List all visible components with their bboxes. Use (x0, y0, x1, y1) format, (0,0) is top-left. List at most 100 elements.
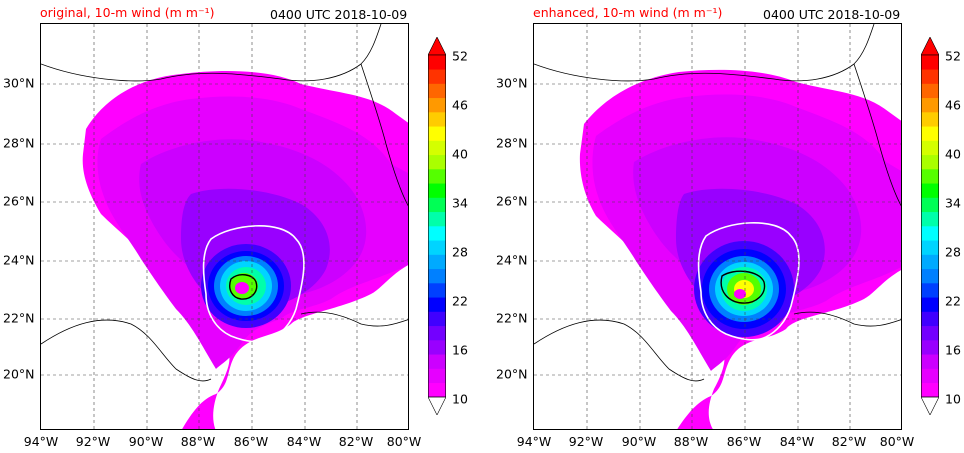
wind-map (533, 23, 902, 430)
colorbar-swatch (428, 140, 446, 156)
colorbar-tick-label: 34 (945, 195, 961, 211)
lat-tick-label: 24°N (496, 252, 528, 268)
colorbar-swatch (428, 382, 446, 398)
colorbar-swatch (428, 254, 446, 270)
panel-original: original, 10-m wind (m m⁻¹) 0400 UTC 201… (3, 5, 468, 449)
colorbar-swatch (428, 240, 446, 255)
lon-tick-label: 92°W (568, 434, 604, 449)
colorbar-swatch (921, 226, 939, 241)
colorbar-swatch (921, 69, 939, 84)
colorbar-tick-label: 40 (945, 146, 961, 162)
lon-tick-label: 84°W (286, 434, 322, 449)
wind-field (534, 24, 901, 429)
lat-tick-label: 20°N (3, 366, 35, 382)
colorbar-swatch (921, 126, 939, 141)
colorbar-swatch (921, 211, 939, 227)
colorbar-frame (428, 54, 446, 398)
colorbar-swatch (428, 297, 446, 312)
lat-tick-label: 30°N (496, 75, 528, 91)
colorbar-swatch (921, 325, 939, 341)
colorbar (427, 36, 447, 416)
colorbar-tick-label: 46 (452, 97, 468, 113)
colorbar-tick-label: 16 (452, 342, 468, 358)
colorbar-swatch (921, 97, 939, 113)
colorbar-tick-label: 10 (945, 391, 961, 407)
lon-tick-label: 94°W (516, 434, 552, 449)
colorbar (920, 36, 940, 416)
colorbar-swatch (428, 83, 446, 99)
lat-tick-label: 26°N (3, 193, 35, 209)
colorbar-extend-max (920, 36, 940, 56)
lat-tick-label: 26°N (496, 193, 528, 209)
colorbar-swatch (921, 183, 939, 198)
colorbar-swatch (921, 311, 939, 327)
colorbar-swatch (921, 340, 939, 355)
colorbar-swatch (921, 154, 939, 170)
colorbar-swatch (428, 55, 446, 70)
colorbar-swatch (921, 169, 939, 184)
colorbar-tick-label: 22 (452, 293, 468, 309)
lon-tick-label: 80°W (879, 434, 915, 449)
colorbar-swatch (921, 283, 939, 298)
colorbar-swatch (921, 254, 939, 270)
colorbar-tick-label: 28 (452, 244, 468, 260)
colorbar-tick-label: 10 (452, 391, 468, 407)
colorbar-swatch (428, 354, 446, 369)
lon-tick-label: 86°W (726, 434, 762, 449)
panel-title: original, 10-m wind (m m⁻¹) (40, 5, 215, 20)
colorbar-tick-label: 28 (945, 244, 961, 260)
colorbar-swatch (428, 268, 446, 284)
colorbar-extend-min (920, 396, 940, 416)
panel-title: enhanced, 10-m wind (m m⁻¹) (533, 5, 723, 20)
colorbar-tick-label: 40 (452, 146, 468, 162)
lon-tick-label: 88°W (180, 434, 216, 449)
lat-tick-label: 30°N (3, 75, 35, 91)
colorbar-swatch (428, 226, 446, 241)
colorbar-frame (921, 54, 939, 398)
lon-tick-label: 82°W (831, 434, 867, 449)
colorbar-swatch (921, 140, 939, 156)
lon-tick-label: 84°W (779, 434, 815, 449)
colorbar-swatch (921, 354, 939, 369)
colorbar-swatch (428, 368, 446, 384)
colorbar-tick-label: 22 (945, 293, 961, 309)
wind-field (41, 24, 408, 429)
colorbar-swatch (921, 297, 939, 312)
colorbar-swatch (921, 382, 939, 398)
colorbar-tick-label: 46 (945, 97, 961, 113)
lat-tick-label: 24°N (3, 252, 35, 268)
colorbar-tick-label: 34 (452, 195, 468, 211)
lon-tick-label: 88°W (673, 434, 709, 449)
colorbar-swatch (428, 69, 446, 84)
colorbar-swatch (428, 169, 446, 184)
colorbar-swatch (428, 183, 446, 198)
colorbar-swatch (428, 283, 446, 298)
colorbar-swatch (428, 126, 446, 141)
wind-map (40, 23, 409, 430)
colorbar-swatches (427, 36, 447, 416)
colorbar-tick-label: 52 (945, 48, 961, 64)
colorbar-swatch (921, 55, 939, 70)
lat-tick-label: 22°N (496, 310, 528, 326)
lat-tick-label: 20°N (496, 366, 528, 382)
colorbar-swatch (428, 97, 446, 113)
colorbar-swatch (428, 211, 446, 227)
colorbar-swatch (428, 325, 446, 341)
colorbar-swatch (921, 83, 939, 99)
colorbar-tick-label: 16 (945, 342, 961, 358)
lat-tick-label: 28°N (496, 135, 528, 151)
panel-timestamp: 0400 UTC 2018-10-09 (270, 7, 408, 22)
colorbar-swatch (921, 112, 939, 127)
colorbar-swatch (428, 154, 446, 170)
panel-enhanced: enhanced, 10-m wind (m m⁻¹) 0400 UTC 201… (493, 0, 964, 453)
lat-tick-label: 28°N (3, 135, 35, 151)
lon-tick-label: 94°W (23, 434, 59, 449)
lon-tick-label: 82°W (338, 434, 374, 449)
colorbar-extend-min (427, 396, 447, 416)
colorbar-swatch (428, 311, 446, 327)
lon-tick-label: 92°W (75, 434, 111, 449)
lat-tick-label: 22°N (3, 310, 35, 326)
panel-timestamp: 0400 UTC 2018-10-09 (763, 7, 901, 22)
colorbar-extend-max (427, 36, 447, 56)
colorbar-swatch (921, 368, 939, 384)
